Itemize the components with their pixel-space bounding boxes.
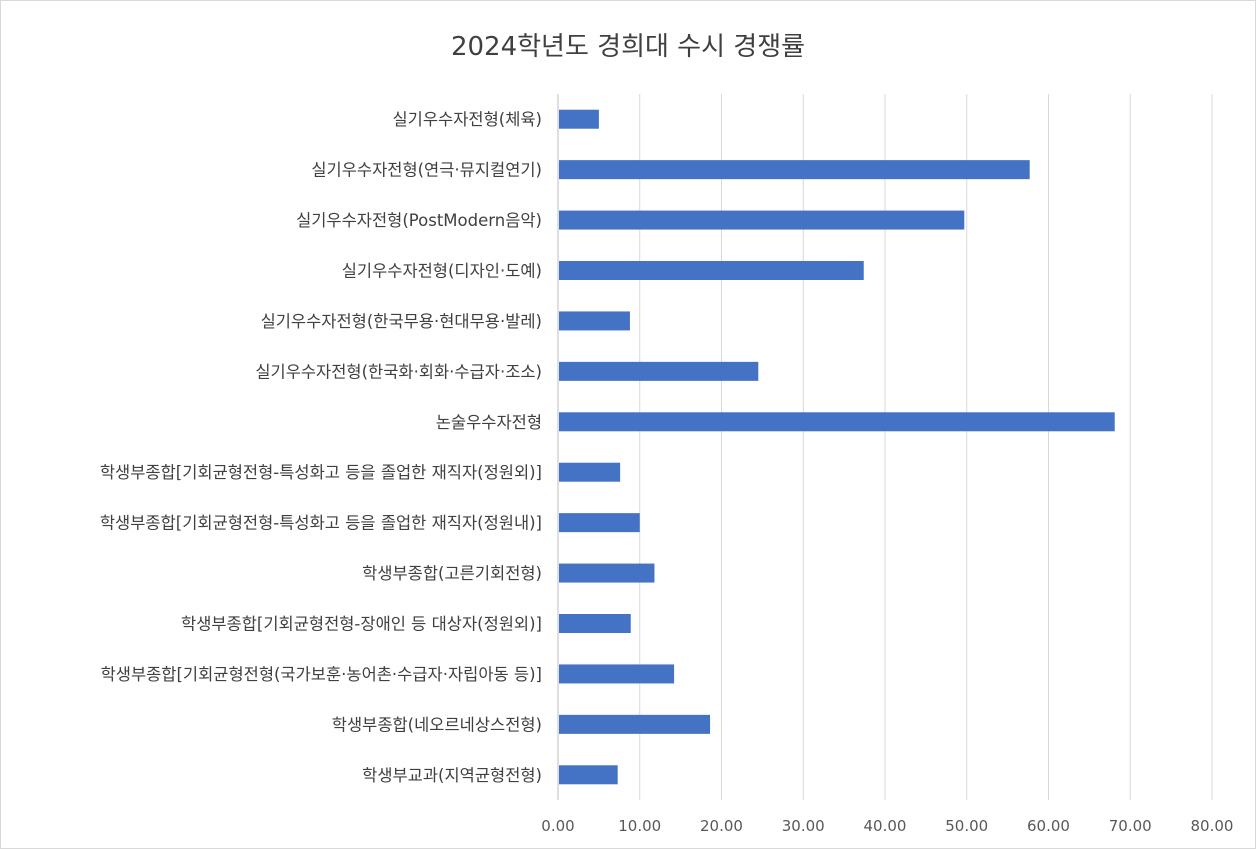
category-label: 학생부교과(지역균형전형) <box>362 766 542 785</box>
category-label: 실기우수자전형(연극·뮤지컬연기) <box>311 161 542 180</box>
bar <box>559 109 599 129</box>
bar <box>559 210 965 230</box>
category-label: 실기우수자전형(체육) <box>393 110 543 129</box>
bar <box>559 462 621 482</box>
bar <box>559 714 711 734</box>
category-label: 학생부종합(네오르네상스전형) <box>332 715 542 734</box>
bar <box>559 664 675 684</box>
x-tick-label: 0.00 <box>541 817 574 835</box>
x-tick-label: 70.00 <box>1109 817 1152 835</box>
bar <box>559 513 640 533</box>
bar <box>559 765 618 785</box>
bar <box>559 311 630 331</box>
bar <box>559 614 631 633</box>
category-label: 학생부종합[기회균형전형-특성화고 등을 졸업한 재직자(정원외)] <box>100 463 542 482</box>
bar <box>559 563 655 583</box>
category-label: 실기우수자전형(한국화·회화·수급자·조소) <box>255 362 542 381</box>
x-tick-label: 40.00 <box>864 817 907 835</box>
bar <box>559 412 1115 432</box>
category-label: 학생부종합(고른기회전형) <box>362 564 542 583</box>
category-label: 학생부종합[기회균형전형-장애인 등 대상자(정원외)] <box>181 615 542 634</box>
category-label: 실기우수자전형(PostModern음악) <box>296 211 542 230</box>
bar <box>559 261 864 280</box>
bar <box>559 160 1030 180</box>
category-label: 논술우수자전형 <box>436 413 542 432</box>
category-label: 학생부종합[기회균형전형-특성화고 등을 졸업한 재직자(정원내)] <box>100 514 542 533</box>
category-label: 실기우수자전형(디자인·도예) <box>342 262 542 281</box>
x-tick-label: 80.00 <box>1191 817 1234 835</box>
x-tick-label: 10.00 <box>618 817 661 835</box>
category-label: 학생부종합[기회균형전형(국가보훈·농어촌·수급자·자립아동 등)] <box>101 665 542 684</box>
bar <box>559 361 759 381</box>
chart-title: 2024학년도 경희대 수시 경쟁률 <box>450 32 806 62</box>
x-tick-label: 50.00 <box>945 817 988 835</box>
x-tick-label: 30.00 <box>782 817 825 835</box>
category-label: 실기우수자전형(한국무용·현대무용·발레) <box>261 312 542 331</box>
x-tick-label: 20.00 <box>700 817 743 835</box>
x-tick-label: 60.00 <box>1027 817 1070 835</box>
